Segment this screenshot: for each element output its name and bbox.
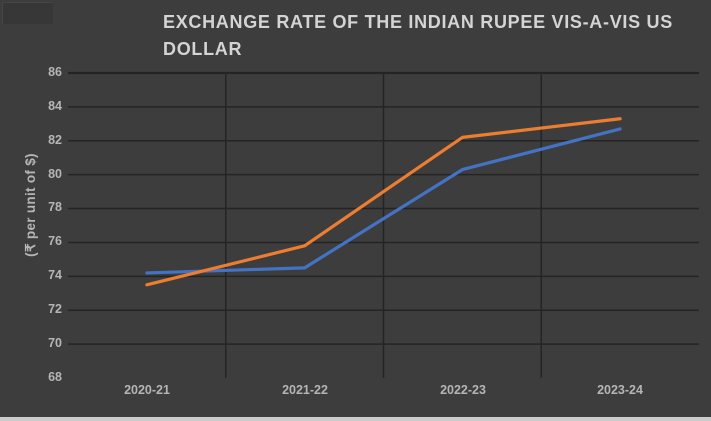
series-line-orange	[145, 117, 622, 287]
chart-title-line-1: EXCHANGE RATE OF THE INDIAN RUPEE VIS-A-…	[163, 12, 673, 32]
series-line-blue	[145, 127, 622, 275]
y-tick-label: 76	[48, 234, 62, 248]
chart-title: EXCHANGE RATE OF THE INDIAN RUPEE VIS-A-…	[163, 9, 708, 63]
y-tick-label: 86	[48, 65, 62, 79]
y-tick-label: 78	[48, 200, 62, 214]
x-tick-label: 2022-23	[440, 383, 486, 397]
x-tick-label: 2020-21	[124, 383, 170, 397]
y-tick-label: 82	[48, 133, 62, 147]
y-tick-label: 68	[48, 370, 62, 384]
x-tick-label: 2023-24	[597, 383, 643, 397]
y-tick-label: 72	[48, 302, 62, 316]
y-tick-label: 70	[48, 336, 62, 350]
bottom-strip	[0, 417, 711, 421]
corner-overlay	[2, 2, 53, 24]
chart-title-line-2: DOLLAR	[163, 39, 243, 59]
y-tick-label: 80	[48, 167, 62, 181]
x-tick-label: 2021-22	[282, 383, 328, 397]
y-tick-label: 74	[48, 268, 62, 282]
y-tick-label: 84	[48, 99, 62, 113]
